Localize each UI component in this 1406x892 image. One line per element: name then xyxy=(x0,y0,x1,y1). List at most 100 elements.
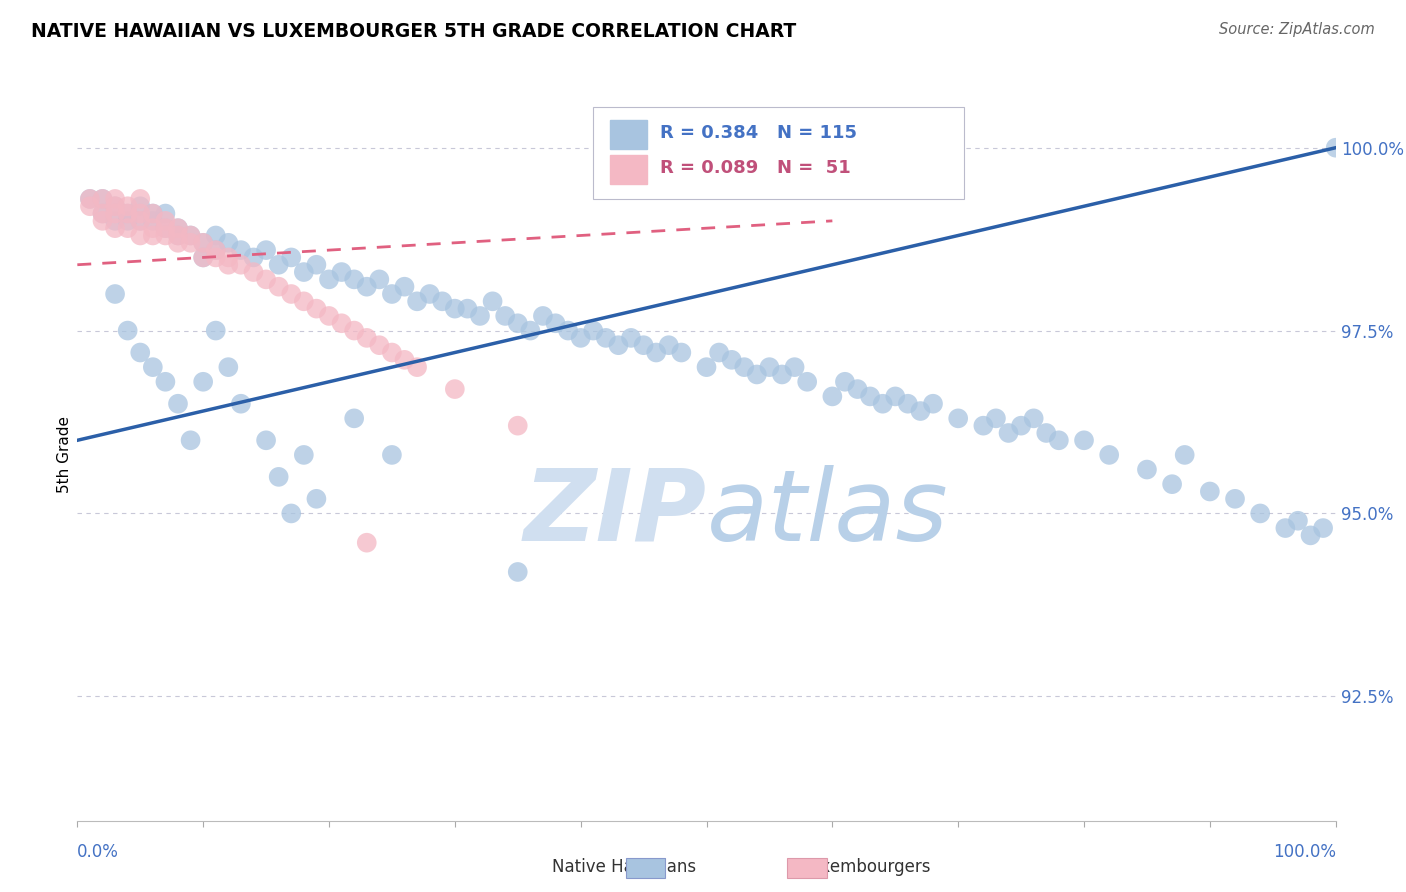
Point xyxy=(254,272,277,286)
Point xyxy=(557,324,579,338)
Point xyxy=(104,192,127,206)
Point xyxy=(142,206,165,220)
Point xyxy=(155,221,177,235)
Point xyxy=(117,206,139,220)
Point xyxy=(834,375,856,389)
Point xyxy=(267,279,290,293)
Point xyxy=(1274,521,1296,535)
Y-axis label: 5th Grade: 5th Grade xyxy=(56,417,72,493)
Point xyxy=(356,535,378,549)
Point xyxy=(356,279,378,293)
FancyBboxPatch shape xyxy=(610,120,647,149)
Point xyxy=(368,272,391,286)
Point xyxy=(142,214,165,228)
Point xyxy=(305,301,328,316)
Point xyxy=(142,206,165,220)
Point xyxy=(91,206,114,220)
Point xyxy=(419,287,441,301)
Point xyxy=(1174,448,1197,462)
Point xyxy=(305,491,328,506)
Point xyxy=(155,228,177,243)
Point xyxy=(117,324,139,338)
Point xyxy=(607,338,630,352)
Point xyxy=(671,345,693,359)
Point xyxy=(117,221,139,235)
Point xyxy=(783,360,806,375)
Text: NATIVE HAWAIIAN VS LUXEMBOURGER 5TH GRADE CORRELATION CHART: NATIVE HAWAIIAN VS LUXEMBOURGER 5TH GRAD… xyxy=(31,22,796,41)
Point xyxy=(79,199,101,213)
Point xyxy=(242,251,264,265)
Point xyxy=(267,258,290,272)
Point xyxy=(229,397,252,411)
Point xyxy=(280,507,302,521)
Point xyxy=(1022,411,1045,425)
Point xyxy=(318,272,340,286)
Text: Luxembourgers: Luxembourgers xyxy=(801,858,931,876)
Point xyxy=(191,251,215,265)
Text: atlas: atlas xyxy=(707,465,948,562)
Point xyxy=(444,382,467,396)
Point xyxy=(645,345,668,359)
Point xyxy=(633,338,655,352)
Point xyxy=(1035,425,1057,440)
Point xyxy=(544,316,567,330)
Point xyxy=(217,258,239,272)
Point xyxy=(720,352,742,367)
Point xyxy=(406,294,429,309)
Point xyxy=(620,331,643,345)
Point xyxy=(1136,462,1159,476)
Point xyxy=(167,221,190,235)
Point xyxy=(91,214,114,228)
Point xyxy=(129,345,152,359)
Point xyxy=(217,235,239,250)
Point xyxy=(91,206,114,220)
Point xyxy=(191,235,215,250)
Point xyxy=(204,243,226,257)
Point xyxy=(167,397,190,411)
Point xyxy=(519,324,541,338)
Point xyxy=(884,389,907,403)
Text: Native Hawaiians: Native Hawaiians xyxy=(551,858,696,876)
Point xyxy=(104,287,127,301)
Point xyxy=(142,221,165,235)
Point xyxy=(910,404,932,418)
Point xyxy=(456,301,478,316)
Point xyxy=(758,360,780,375)
Point xyxy=(104,199,127,213)
Point xyxy=(468,309,491,323)
Point xyxy=(280,287,302,301)
Point xyxy=(167,235,190,250)
Point xyxy=(1047,434,1070,448)
Point xyxy=(242,265,264,279)
Point xyxy=(1299,528,1322,542)
Point xyxy=(104,199,127,213)
Point xyxy=(191,235,215,250)
Point xyxy=(142,228,165,243)
Point xyxy=(531,309,554,323)
Point xyxy=(922,397,945,411)
Point xyxy=(204,228,226,243)
Point xyxy=(254,434,277,448)
Point xyxy=(1312,521,1334,535)
Point xyxy=(997,425,1019,440)
Point xyxy=(91,192,114,206)
Point xyxy=(770,368,793,382)
Point xyxy=(368,338,391,352)
Text: ZIP: ZIP xyxy=(523,465,707,562)
Point xyxy=(897,397,920,411)
Point xyxy=(1073,434,1095,448)
Point xyxy=(318,309,340,323)
Point xyxy=(229,258,252,272)
FancyBboxPatch shape xyxy=(610,155,647,185)
Point xyxy=(155,214,177,228)
Point xyxy=(180,235,202,250)
Point xyxy=(280,251,302,265)
Point xyxy=(104,206,127,220)
Point xyxy=(494,309,516,323)
Point xyxy=(142,360,165,375)
Point xyxy=(167,228,190,243)
Point xyxy=(1010,418,1032,433)
FancyBboxPatch shape xyxy=(593,108,965,199)
Point xyxy=(948,411,970,425)
Point xyxy=(1161,477,1184,491)
